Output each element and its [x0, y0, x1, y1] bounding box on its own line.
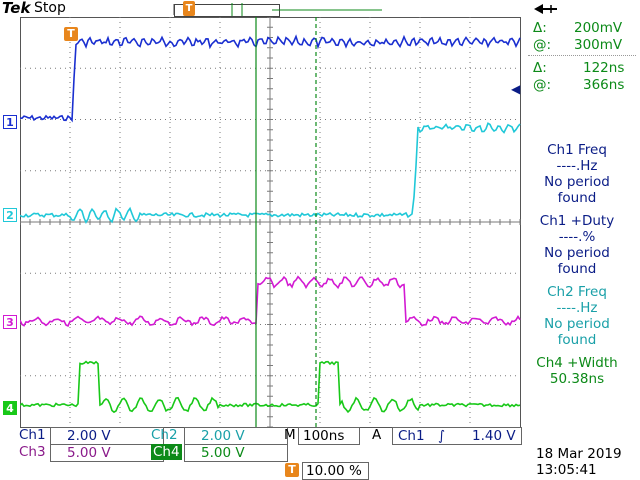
cursor-v-at-label: @:	[533, 37, 552, 53]
trigger-mode: A	[372, 427, 382, 443]
probe-icon	[533, 2, 559, 20]
ch3-waveform	[20, 275, 521, 327]
ch3-label[interactable]: Ch3	[19, 444, 46, 460]
measurement-ch4-width: Ch4 +Width 50.38ns	[536, 355, 618, 387]
time-display: 13:05:41	[536, 462, 597, 478]
ch1-waveform	[20, 34, 521, 123]
trigger-settings[interactable]: Ch1 ∫ 1.40 V	[392, 427, 522, 445]
brand-logo: Tek	[2, 0, 31, 17]
ch4-label[interactable]: Ch4	[151, 444, 182, 460]
trigger-position[interactable]: 10.00 %	[302, 462, 369, 480]
ch1-label[interactable]: Ch1	[19, 427, 46, 443]
measurement-ch1-duty: Ch1 +Duty ----.% No period found	[539, 213, 615, 277]
cursor-v-delta-value: 200mV	[574, 20, 623, 36]
horizontal-scale[interactable]: 100ns	[298, 427, 360, 445]
date-display: 18 Mar 2019	[536, 446, 622, 462]
graticule-center	[20, 17, 521, 428]
trigger-level-arrow: ◀	[511, 82, 521, 96]
measurement-ch2-freq: Ch2 Freq ----.Hz No period found	[544, 284, 610, 348]
ch4-scale[interactable]: 5.00 V	[184, 444, 288, 462]
ch2-marker[interactable]: 2	[3, 208, 17, 222]
cursor-t-at-label: @:	[533, 77, 552, 93]
cursor-v-delta-label: Δ:	[533, 20, 547, 36]
measurement-ch1-freq: Ch1 Freq ----.Hz No period found	[544, 142, 610, 206]
cursor-t-at-value: 366ns	[583, 77, 625, 93]
ch3-marker[interactable]: 3	[3, 315, 17, 329]
trigger-time-marker: T	[64, 27, 78, 41]
trigger-source: Ch1	[398, 428, 425, 444]
horizontal-prefix: M	[284, 427, 296, 443]
ch4-waveform	[20, 360, 521, 414]
record-window-bar	[173, 3, 382, 16]
ch2-scale[interactable]: 2.00 V	[184, 427, 288, 445]
cursor-t-delta-value: 122ns	[583, 60, 625, 76]
readout-divider	[528, 55, 636, 56]
ch1-scale[interactable]: 2.00 V	[50, 427, 164, 445]
ch2-waveform	[20, 122, 521, 224]
trigger-slope-icon: ∫	[438, 428, 446, 444]
cursor-v-at-value: 300mV	[574, 37, 623, 53]
trigger-position-icon: T	[183, 1, 195, 16]
ch2-label[interactable]: Ch2	[151, 427, 178, 443]
waveform-display	[20, 17, 521, 428]
cursor-t-delta-label: Δ:	[533, 60, 547, 76]
ch1-marker[interactable]: 1	[3, 115, 17, 129]
ch3-scale[interactable]: 5.00 V	[50, 444, 164, 462]
ch4-marker[interactable]: 4	[3, 401, 17, 415]
trigger-level: 1.40 V	[472, 428, 516, 444]
trigger-position-icon-bottom: T	[285, 463, 299, 477]
acquisition-status: Stop	[34, 0, 66, 16]
